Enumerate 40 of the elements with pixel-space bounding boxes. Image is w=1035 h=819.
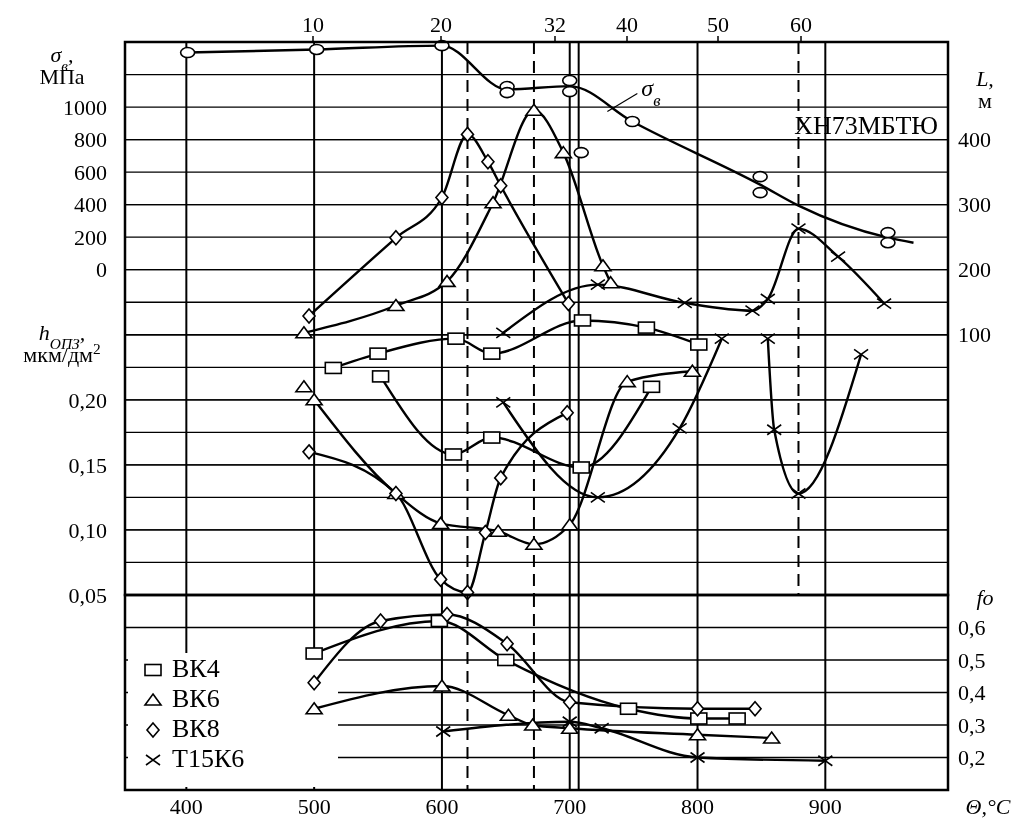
y2-tick-label: 0,6: [958, 615, 986, 641]
y2-tick-label: 0,3: [958, 712, 986, 738]
x-tick-label: 600: [425, 794, 459, 819]
y-tick-label: 800: [74, 127, 107, 153]
y2-tick-label: 0,5: [958, 647, 986, 673]
legend-label: ВК8: [172, 714, 220, 743]
y2-axis-title: L, м: [975, 66, 994, 113]
y2-axis-title: fо: [976, 585, 994, 610]
y2-tick-label: 0,2: [958, 745, 986, 771]
text: 50: [707, 12, 729, 37]
legend-label: ВК6: [172, 684, 220, 713]
legend-label: σ$_{в}$: [641, 74, 661, 110]
y3-tick-label: 0,10: [68, 517, 107, 543]
text: 10: [302, 12, 324, 37]
x-tick-label: 500: [297, 794, 331, 819]
y3-axis-title: h$_{ОПЗ}$, мкм/дм$^{2}$: [23, 320, 101, 367]
text: 32: [544, 12, 566, 37]
text: 60: [790, 12, 812, 37]
x-tick-label: 400: [169, 794, 203, 819]
legend-label: Т15К6: [172, 744, 245, 773]
text: 40: [616, 12, 638, 37]
y2-tick-label: 100: [958, 322, 991, 348]
y3-tick-label: 0,15: [68, 452, 107, 478]
x-tick-label: 700: [553, 794, 587, 819]
y-tick-label: 1000: [63, 94, 107, 120]
x-axis-title: Θ,°C: [965, 794, 1011, 819]
y-tick-label: 600: [74, 159, 107, 185]
y2-tick-label: 400: [958, 127, 991, 153]
y2-tick-label: 300: [958, 192, 991, 218]
y-tick-label: 0: [96, 257, 107, 283]
y-tick-label: 200: [74, 224, 107, 250]
x-tick-label: 900: [808, 794, 842, 819]
x-tick-label: 800: [681, 794, 715, 819]
legend-label: ВК4: [172, 654, 220, 683]
text: 20: [430, 12, 452, 37]
y-tick-label: 400: [74, 192, 107, 218]
y3-tick-label: 0,05: [68, 582, 107, 608]
y3-tick-label: 0,20: [68, 387, 107, 413]
y2-tick-label: 0,4: [958, 680, 986, 706]
y2-tick-label: 200: [958, 257, 991, 283]
